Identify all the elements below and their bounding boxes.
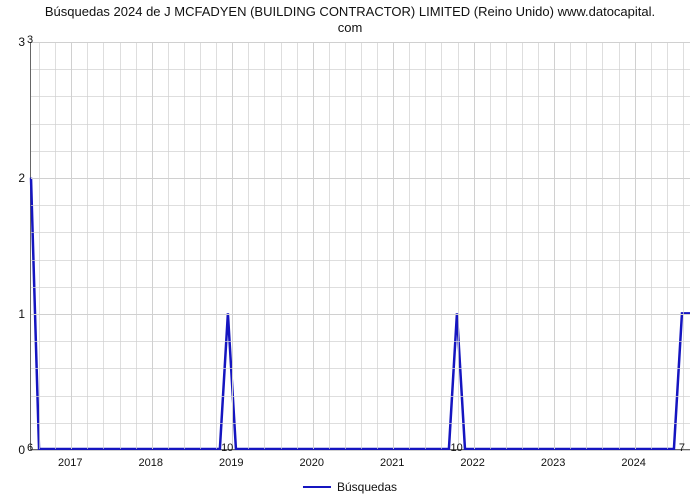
value-label: 6 — [27, 442, 33, 454]
gridline-vertical — [216, 42, 217, 449]
gridline-vertical — [264, 42, 265, 449]
x-tick-label: 2022 — [460, 457, 484, 469]
gridline-vertical — [425, 42, 426, 449]
gridline-vertical — [168, 42, 169, 449]
x-tick-label: 2020 — [299, 457, 323, 469]
gridline-vertical — [232, 42, 233, 449]
x-tick-label: 2019 — [219, 457, 243, 469]
x-tick-label: 2017 — [58, 457, 82, 469]
value-label: 10 — [450, 442, 462, 454]
gridline-vertical — [635, 42, 636, 449]
gridline-vertical — [683, 42, 684, 449]
gridline-vertical — [281, 42, 282, 449]
gridline-vertical — [39, 42, 40, 449]
gridline-vertical — [200, 42, 201, 449]
chart-title: Búsquedas 2024 de J MCFADYEN (BUILDING C… — [0, 4, 700, 37]
y-tick-label: 0 — [5, 443, 25, 457]
gridline-vertical — [103, 42, 104, 449]
gridline-vertical — [409, 42, 410, 449]
chart-container: Búsquedas 2024 de J MCFADYEN (BUILDING C… — [0, 0, 700, 500]
gridline-vertical — [313, 42, 314, 449]
y-tick-label: 3 — [5, 35, 25, 49]
gridline-vertical — [602, 42, 603, 449]
gridline-vertical — [393, 42, 394, 449]
gridline-vertical — [490, 42, 491, 449]
gridline-vertical — [87, 42, 88, 449]
plot-area — [30, 42, 690, 450]
gridline-vertical — [184, 42, 185, 449]
gridline-vertical — [506, 42, 507, 449]
legend-swatch — [303, 486, 331, 488]
gridline-vertical — [474, 42, 475, 449]
gridline-vertical — [120, 42, 121, 449]
gridline-vertical — [377, 42, 378, 449]
gridline-vertical — [538, 42, 539, 449]
value-label: 10 — [221, 442, 233, 454]
legend-label: Búsquedas — [337, 480, 397, 494]
gridline-vertical — [458, 42, 459, 449]
x-tick-label: 2023 — [541, 457, 565, 469]
gridline-vertical — [136, 42, 137, 449]
gridline-vertical — [55, 42, 56, 449]
value-label: 3 — [27, 34, 33, 46]
gridline-vertical — [248, 42, 249, 449]
gridline-vertical — [441, 42, 442, 449]
y-tick-label: 1 — [5, 307, 25, 321]
gridline-vertical — [71, 42, 72, 449]
gridline-vertical — [329, 42, 330, 449]
x-tick-label: 2021 — [380, 457, 404, 469]
gridline-vertical — [152, 42, 153, 449]
gridline-vertical — [345, 42, 346, 449]
gridline-vertical — [619, 42, 620, 449]
y-tick-label: 2 — [5, 171, 25, 185]
gridline-horizontal — [31, 450, 690, 451]
gridline-vertical — [570, 42, 571, 449]
gridline-vertical — [586, 42, 587, 449]
x-tick-label: 2024 — [621, 457, 645, 469]
gridline-vertical — [522, 42, 523, 449]
gridline-vertical — [651, 42, 652, 449]
gridline-vertical — [667, 42, 668, 449]
x-tick-label: 2018 — [138, 457, 162, 469]
value-label: 7 — [679, 442, 685, 454]
gridline-vertical — [297, 42, 298, 449]
gridline-vertical — [554, 42, 555, 449]
gridline-vertical — [361, 42, 362, 449]
legend: Búsquedas — [303, 480, 397, 494]
